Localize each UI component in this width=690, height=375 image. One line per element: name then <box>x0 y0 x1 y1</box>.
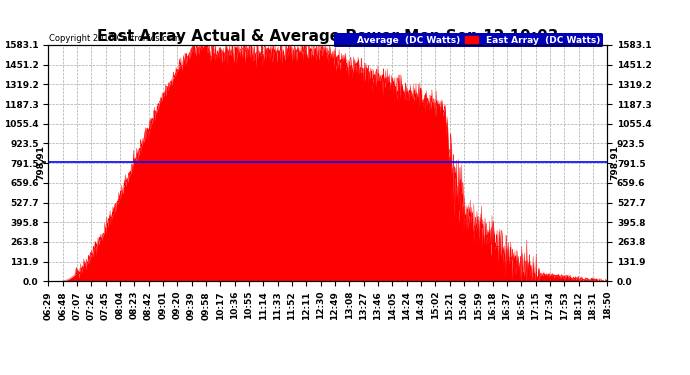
Title: East Array Actual & Average Power Mon Sep 12 19:03: East Array Actual & Average Power Mon Se… <box>97 29 558 44</box>
Legend: Average  (DC Watts), East Array  (DC Watts): Average (DC Watts), East Array (DC Watts… <box>333 33 602 47</box>
Text: 798.91: 798.91 <box>37 144 46 180</box>
Text: Copyright 2016 Cartronics.com: Copyright 2016 Cartronics.com <box>49 34 180 43</box>
Text: 798.91: 798.91 <box>610 144 619 180</box>
